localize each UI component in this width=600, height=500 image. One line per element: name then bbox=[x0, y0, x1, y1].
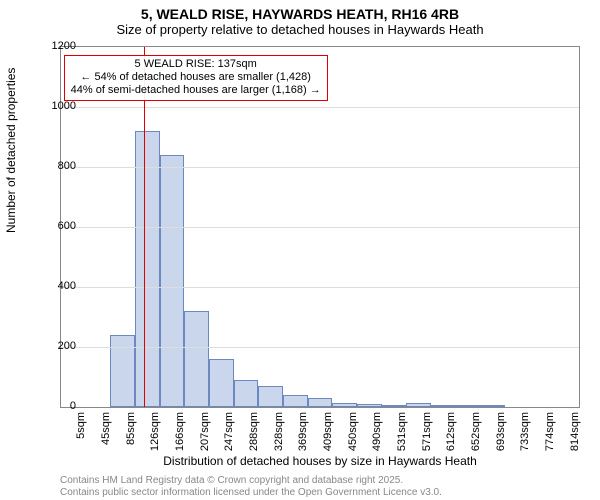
bar bbox=[135, 131, 160, 407]
bar bbox=[234, 380, 259, 407]
x-tick-label: 531sqm bbox=[396, 412, 408, 451]
x-ticks: 5sqm 45sqm 85sqm 126sqm 166sqm 207sqm 247sqm 28… bbox=[60, 408, 580, 448]
annotation-line3: 44% of semi-detached houses are larger (… bbox=[71, 84, 321, 97]
chart-subtitle: Size of property relative to detached ho… bbox=[0, 22, 600, 37]
gridline bbox=[61, 287, 579, 288]
chart-title: 5, WEALD RISE, HAYWARDS HEATH, RH16 4RB bbox=[0, 6, 600, 22]
bar bbox=[332, 403, 357, 408]
x-tick-label: 571sqm bbox=[421, 412, 433, 451]
annotation-line1: 5 WEALD RISE: 137sqm bbox=[71, 58, 321, 71]
marker-line bbox=[144, 47, 145, 407]
x-tick-label: 45sqm bbox=[100, 412, 112, 445]
x-tick-label: 814sqm bbox=[569, 412, 581, 451]
bar bbox=[184, 311, 209, 407]
credit-line2: Contains public sector information licen… bbox=[60, 487, 442, 498]
y-tick-label: 400 bbox=[36, 280, 76, 292]
y-tick-label: 1000 bbox=[36, 100, 76, 112]
x-tick-label: 328sqm bbox=[273, 412, 285, 451]
gridline bbox=[61, 227, 579, 228]
y-tick-label: 200 bbox=[36, 340, 76, 352]
x-tick-label: 652sqm bbox=[470, 412, 482, 451]
bar bbox=[308, 398, 333, 407]
bar bbox=[110, 335, 135, 407]
bar bbox=[357, 404, 382, 407]
x-tick-label: 207sqm bbox=[199, 412, 211, 451]
bar bbox=[431, 405, 456, 407]
x-tick-label: 693sqm bbox=[495, 412, 507, 451]
y-axis-label: Number of detached properties bbox=[4, 68, 18, 233]
bar bbox=[382, 405, 407, 407]
bar bbox=[209, 359, 234, 407]
x-tick-label: 612sqm bbox=[445, 412, 457, 451]
x-tick-label: 409sqm bbox=[322, 412, 334, 451]
bar bbox=[283, 395, 308, 407]
bar bbox=[258, 386, 283, 407]
x-tick-label: 247sqm bbox=[223, 412, 235, 451]
x-tick-label: 450sqm bbox=[347, 412, 359, 451]
gridline bbox=[61, 167, 579, 168]
x-tick-label: 369sqm bbox=[297, 412, 309, 451]
bar bbox=[480, 405, 505, 407]
bar bbox=[160, 155, 185, 407]
x-tick-label: 166sqm bbox=[174, 412, 186, 451]
x-tick-label: 5sqm bbox=[75, 412, 87, 439]
histogram-chart: 5, WEALD RISE, HAYWARDS HEATH, RH16 4RB … bbox=[0, 0, 600, 500]
annotation-line2: ← 54% of detached houses are smaller (1,… bbox=[71, 71, 321, 84]
x-tick-label: 733sqm bbox=[519, 412, 531, 451]
bar bbox=[406, 403, 431, 408]
x-tick-label: 490sqm bbox=[371, 412, 383, 451]
x-tick-label: 774sqm bbox=[544, 412, 556, 451]
y-tick-label: 800 bbox=[36, 160, 76, 172]
x-tick-label: 126sqm bbox=[149, 412, 161, 451]
x-tick-label: 288sqm bbox=[248, 412, 260, 451]
plot-area: 5 WEALD RISE: 137sqm ← 54% of detached h… bbox=[60, 46, 580, 408]
gridline bbox=[61, 347, 579, 348]
y-tick-label: 1200 bbox=[36, 40, 76, 52]
annotation-box: 5 WEALD RISE: 137sqm ← 54% of detached h… bbox=[64, 55, 328, 101]
credit-line1: Contains HM Land Registry data © Crown c… bbox=[60, 475, 403, 486]
x-axis-label: Distribution of detached houses by size … bbox=[60, 454, 580, 468]
x-tick-label: 85sqm bbox=[125, 412, 137, 445]
bar bbox=[456, 405, 481, 407]
y-tick-label: 600 bbox=[36, 220, 76, 232]
gridline bbox=[61, 107, 579, 108]
